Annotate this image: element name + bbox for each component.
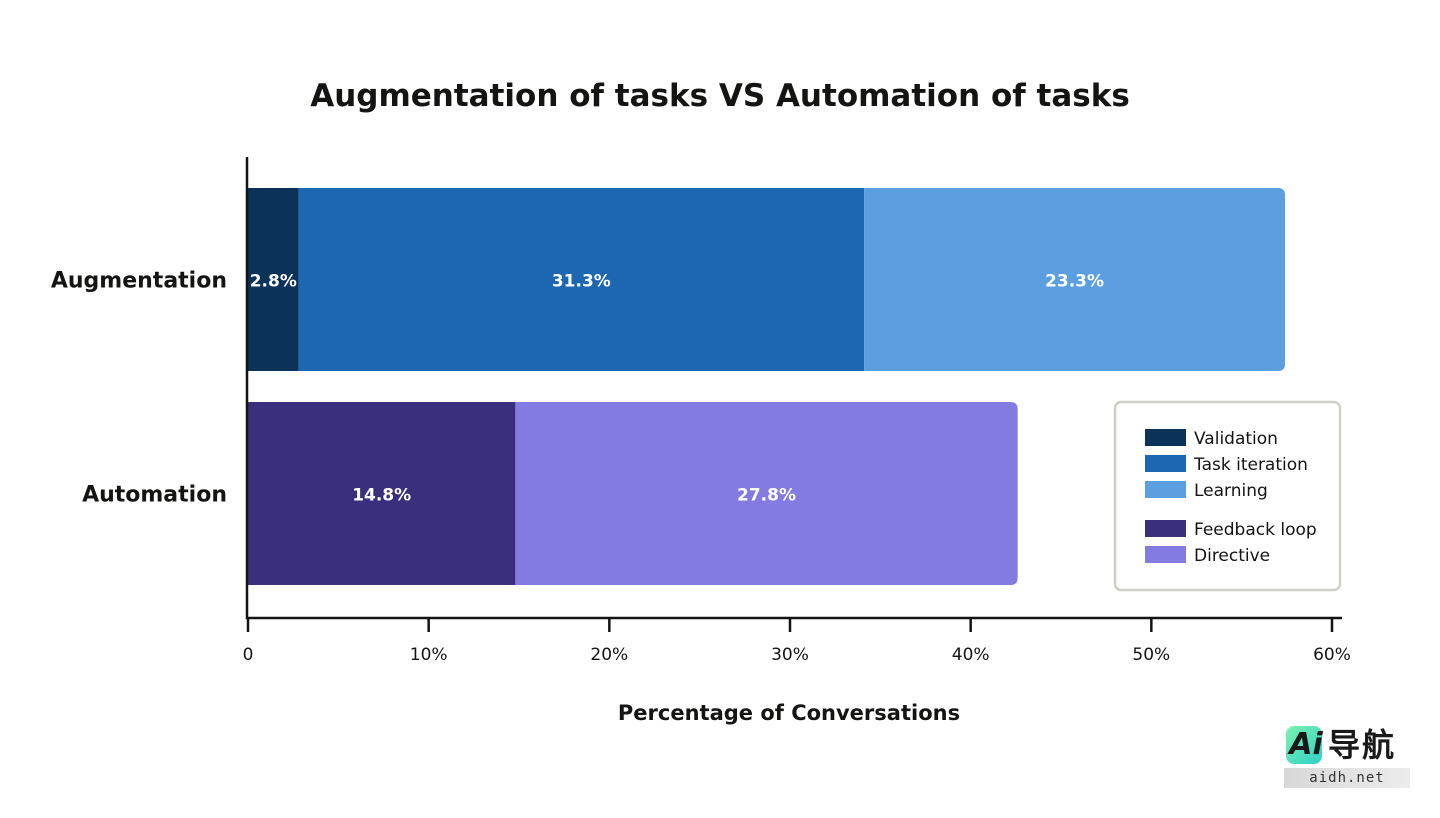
legend-box [1113, 400, 1342, 592]
x-tick-label: 50% [1132, 645, 1170, 665]
x-tick-label: 20% [590, 645, 628, 665]
data-label: 27.8% [737, 486, 796, 506]
x-axis-title: Percentage of Conversations [618, 701, 960, 725]
data-label: 14.8% [352, 486, 411, 506]
bar-segment-feedback-loop [248, 402, 516, 585]
legend-swatch [1145, 455, 1186, 472]
legend-swatch [1145, 481, 1186, 498]
legend-label: Task iteration [1193, 455, 1308, 475]
x-tick-label: 30% [771, 645, 809, 665]
chart-title: Augmentation of tasks VS Automation of t… [310, 78, 1130, 114]
watermark-url-bar [1284, 768, 1410, 788]
bar-segment-learning [864, 188, 1286, 371]
axis-layer: 0 10% 20% 30% 40% 50% 60% [243, 157, 1351, 665]
data-label: 2.8% [250, 272, 297, 292]
category-label: Augmentation [51, 269, 227, 294]
data-label: 31.3% [552, 272, 611, 292]
bar-segment-validation [248, 188, 299, 371]
x-tick-label: 10% [410, 645, 448, 665]
legend-label: Validation [1194, 429, 1278, 449]
legend-label: Feedback loop [1194, 520, 1317, 540]
x-tick-label: 40% [952, 645, 990, 665]
x-tick-label: 60% [1313, 645, 1351, 665]
watermark-cn-text: 导航 [1328, 726, 1397, 764]
legend-swatch [1145, 520, 1186, 537]
legend-label: Learning [1194, 481, 1268, 501]
x-tick-label: 0 [243, 645, 254, 665]
watermark-logo: Ai 导航 aidh.net [1284, 724, 1412, 790]
legend-swatch [1145, 546, 1186, 563]
legend-swatch [1145, 429, 1186, 446]
legend: Validation Task iteration Learning Feedback… [1113, 400, 1342, 592]
watermark-url: aidh.net [1309, 770, 1385, 786]
category-label: Automation [82, 483, 227, 508]
watermark-badge [1286, 726, 1322, 764]
bar-segment-task-iteration [298, 188, 865, 371]
data-label: 23.3% [1045, 272, 1104, 292]
legend-label: Directive [1194, 546, 1270, 566]
watermark-ai-text: Ai [1289, 727, 1323, 762]
bars-layer: Augmentation 2.8% 31.3% 23.3% Automation 14.8… [51, 188, 1286, 585]
bar-segment-directive [515, 402, 1018, 585]
